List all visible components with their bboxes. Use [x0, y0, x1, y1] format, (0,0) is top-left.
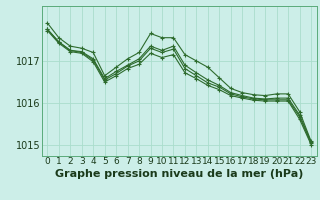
X-axis label: Graphe pression niveau de la mer (hPa): Graphe pression niveau de la mer (hPa) [55, 169, 303, 179]
